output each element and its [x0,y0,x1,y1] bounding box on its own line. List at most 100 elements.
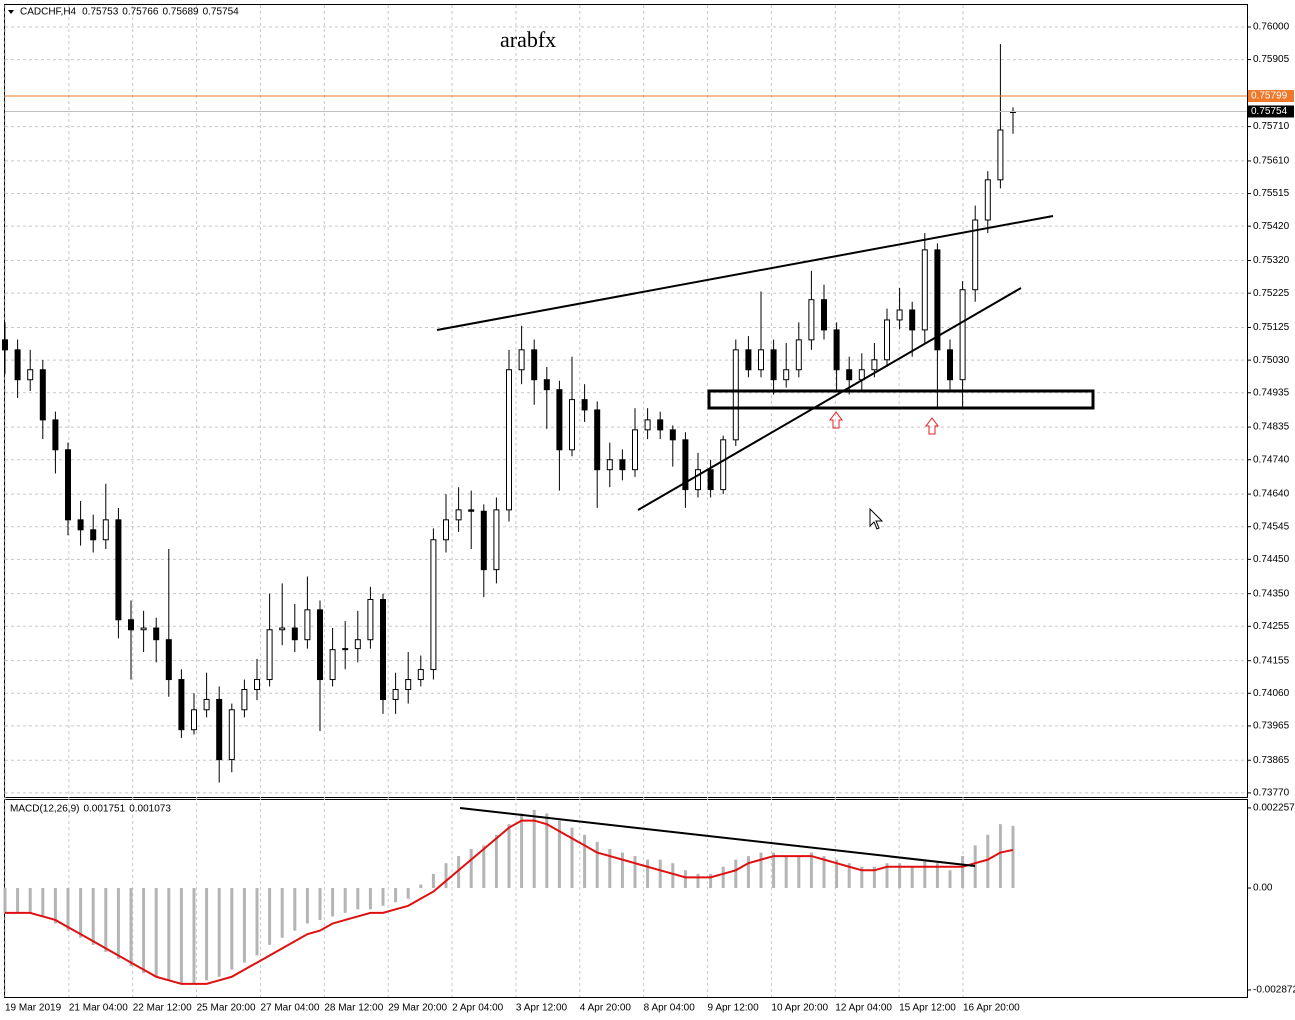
candle-body [732,349,739,441]
y-tick-label: 0.74545 [1253,521,1290,532]
macd-bar [469,848,473,889]
candle-body [380,599,386,700]
y-tick-label: 0.75905 [1253,54,1290,65]
candle-body [455,509,462,521]
macd-bar [444,863,448,889]
macd-bar [809,852,813,889]
macd-bar [973,845,977,889]
signal-line [5,819,1014,985]
macd-bar [658,859,662,889]
macd-bar [167,888,171,981]
candle-body [695,469,701,491]
macd-bar [910,866,914,889]
candle-body [52,419,59,451]
x-tick-label: 15 Apr 12:00 [899,1003,956,1014]
macd-bar [860,866,864,889]
macd-bar [570,827,574,889]
macd-bar [595,841,599,889]
macd-bar [268,888,272,945]
candle-body [619,459,626,471]
header-text: 0.75766 [122,7,159,18]
y-tick-label: 0.00 [1253,883,1273,894]
macd-bar [646,859,650,889]
candle-body [216,698,223,761]
macd-bar [255,888,259,956]
macd-bar [746,856,750,889]
macd-bar [331,888,335,917]
macd-bar [998,824,1002,889]
candle-body [569,399,575,451]
y-tick-label: 0.73965 [1253,721,1290,732]
candle-body [266,629,273,681]
header-text: 0.75689 [162,7,199,18]
y-tick-label: 0.76000 [1253,22,1290,33]
macd-bar [923,859,927,889]
macd-bar [835,859,839,889]
x-tick-label: 3 Apr 12:00 [516,1003,568,1014]
macd-bar [608,848,612,889]
y-tick-label: 0.75225 [1253,288,1290,299]
candle-body [367,599,374,641]
candle-body [972,219,979,291]
x-tick-label: 27 Mar 04:00 [260,1003,319,1014]
candle-body [480,510,487,571]
y-tick-label: 0.75030 [1253,355,1290,366]
macd-bar [784,856,788,889]
candle-body [833,329,840,371]
macd-bar [419,884,423,889]
macd-bar [230,888,234,970]
x-tick-label: 10 Apr 20:00 [771,1003,828,1014]
macd-bar [633,856,637,889]
arrow-up [925,417,939,435]
menu-triangle [8,10,14,14]
candle-body [808,299,815,341]
macd-bar [394,888,398,903]
candle-body [468,509,475,512]
candle-body [934,249,941,351]
y-tick-label: 0.74835 [1253,422,1290,433]
arrow-up [829,411,843,429]
macd-bar [406,888,410,899]
macd-bar [293,888,297,931]
candle-body [758,349,764,371]
candle-body [720,439,727,491]
macd-bar [683,870,687,889]
macd-panel [4,799,1248,998]
macd-bar [356,888,360,910]
y-tick-label: 0.74255 [1253,621,1290,632]
candle-body [821,299,827,331]
candle-body [493,509,500,571]
macd-trendline [459,807,976,867]
candle-body [682,439,689,491]
candle-body [745,349,752,371]
macd-bar [79,888,83,938]
x-tick-label: 25 Mar 20:00 [197,1003,256,1014]
y-tick-label: 0.74350 [1253,588,1290,599]
candle-body [846,369,853,381]
macd-bar [129,888,133,967]
y-tick-label: 0.74740 [1253,454,1290,465]
macd-bar [557,820,561,889]
candle-body [241,688,248,711]
candle-body [128,619,134,631]
header-text: 0.75754 [203,7,240,18]
x-tick-label: 4 Apr 20:00 [580,1003,632,1014]
candle-body [909,309,916,331]
candle-body [443,519,449,541]
candle-body [254,679,260,690]
candle-body [430,539,437,671]
macd-bar [1011,825,1015,889]
macd-bar [532,809,536,889]
candle-body [707,469,714,491]
price-label-bg [1248,105,1294,118]
macd-bar [797,856,801,889]
macd-bar [53,888,57,924]
macd-bar [116,888,120,960]
macd-bar [66,888,70,931]
candle-body [65,449,71,521]
candle-body [606,459,613,471]
candle-body [921,249,928,331]
candle-body [90,529,97,541]
x-tick-label: 29 Mar 20:00 [388,1003,447,1014]
